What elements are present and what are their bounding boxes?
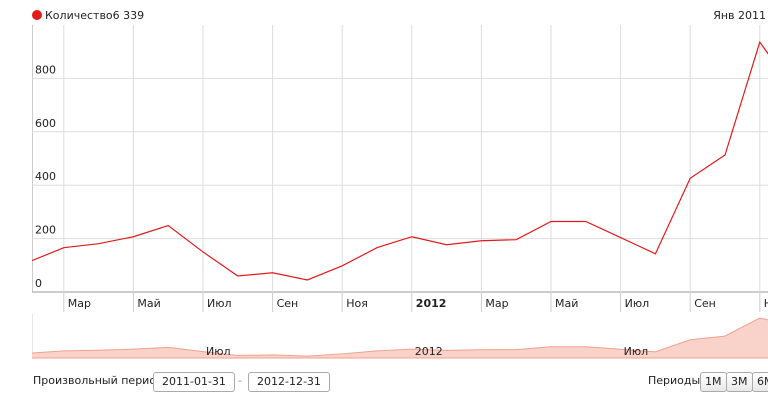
period-button[interactable]: 1M <box>700 372 727 392</box>
x-tick-label: Май <box>137 297 160 310</box>
end-date[interactable]: 2012-12-31 <box>248 372 330 392</box>
period-button[interactable]: 3M <box>726 372 753 392</box>
x-tick-label: Май <box>555 297 578 310</box>
x-tick-label: Июл <box>625 297 650 310</box>
period-label: Произвольный период: <box>33 374 168 387</box>
navigator-label: Июл <box>206 345 231 358</box>
x-tick-label: 2012 <box>416 297 447 310</box>
start-date[interactable]: 2011-01-31 <box>153 372 235 392</box>
separator: - <box>238 374 242 387</box>
plot: 0 200 400 600 800 Мар Май Июл Сен Ноя 2012 Мар Май Ию… <box>32 25 768 359</box>
y-tick-label: 600 <box>35 117 56 130</box>
chart: Количество6 339 Янв 2011 0 200 400 600 800 Ма… <box>32 9 768 359</box>
y-tick-label: 800 <box>35 63 56 76</box>
x-tick-label: Ноя <box>764 297 768 310</box>
navigator-label: 2012 <box>415 345 443 358</box>
y-tick-label: 200 <box>35 224 56 237</box>
x-tick-label: Июл <box>207 297 232 310</box>
x-tick-label: Сен <box>277 297 299 310</box>
legend-label: Количество6 339 <box>45 9 144 22</box>
x-tick-label: Сен <box>694 297 716 310</box>
x-tick-label: Ноя <box>346 297 368 310</box>
y-tick-label: 0 <box>35 277 42 290</box>
line <box>32 40 768 281</box>
x-tick-label: Мар <box>485 297 508 310</box>
legend-value: 6 339 <box>113 9 145 22</box>
legend-marker <box>32 10 42 20</box>
legend-name: Количество <box>45 9 113 22</box>
period-button[interactable]: 6M <box>752 372 768 392</box>
periods-label: Периоды: <box>648 374 704 387</box>
navigator-area <box>32 317 768 359</box>
x-tick-label: Мар <box>68 297 91 310</box>
cursor-label: Янв 2011 <box>713 9 766 22</box>
y-tick-label: 400 <box>35 170 56 183</box>
navigator-label: Июл <box>624 345 649 358</box>
